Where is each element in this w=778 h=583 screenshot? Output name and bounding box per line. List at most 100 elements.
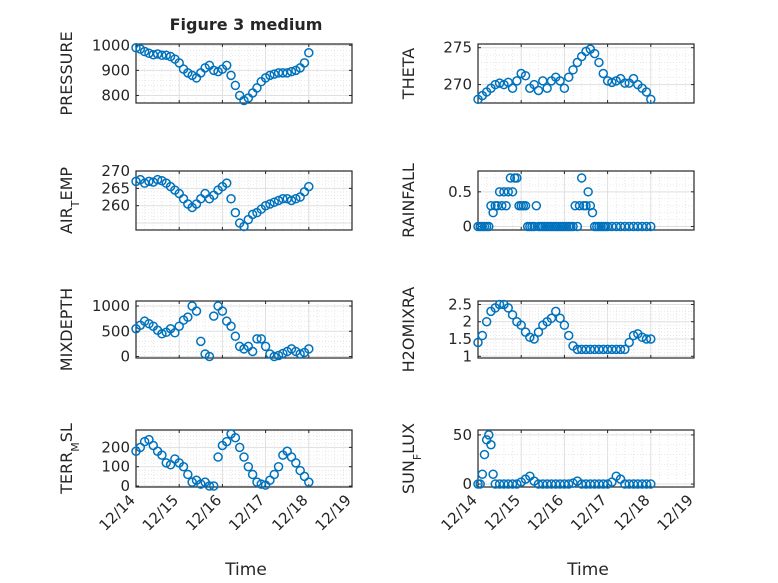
- data-point: [620, 78, 630, 88]
- data-point: [503, 187, 513, 197]
- data-point: [226, 70, 236, 81]
- data-point: [269, 469, 279, 480]
- data-point: [131, 43, 141, 53]
- data-point: [525, 332, 535, 343]
- data-point: [507, 479, 518, 489]
- y-tick-label: 500: [101, 322, 130, 340]
- y-tick-label: 265: [101, 179, 130, 197]
- axes-box: [135, 300, 353, 359]
- data-point: [559, 320, 570, 330]
- data-point: [581, 200, 591, 211]
- data-point: [209, 311, 219, 321]
- y-tick-label: 260: [101, 197, 130, 215]
- data-point: [572, 221, 583, 232]
- data-point: [152, 174, 163, 185]
- data-point: [234, 442, 245, 453]
- data-point: [637, 332, 647, 343]
- data-point: [174, 58, 184, 68]
- data-point: [563, 330, 574, 341]
- data-point: [139, 46, 150, 57]
- data-point: [196, 479, 206, 489]
- data-point: [265, 199, 275, 209]
- data-point: [512, 479, 522, 489]
- data-point: [304, 344, 314, 354]
- data-point: [512, 173, 522, 183]
- data-point: [191, 306, 202, 316]
- y-tick-label: 1000: [92, 36, 130, 54]
- data-point: [559, 83, 570, 93]
- data-point: [641, 334, 652, 344]
- data-point: [226, 194, 236, 204]
- data-point: [291, 194, 301, 204]
- data-point: [555, 313, 565, 324]
- x-tick-label: 12/16: [182, 491, 225, 534]
- axes-box: [477, 300, 695, 359]
- plot-area: [478, 44, 694, 103]
- data-point: [265, 70, 275, 81]
- data-point: [230, 207, 241, 218]
- data-point: [497, 200, 507, 211]
- data-point: [568, 65, 578, 75]
- data-point: [247, 209, 258, 220]
- data-point: [568, 221, 578, 232]
- data-point: [247, 469, 258, 480]
- data-point: [157, 450, 167, 460]
- data-point: [278, 194, 288, 204]
- data-point: [273, 195, 284, 206]
- data-point: [507, 310, 518, 320]
- data-point: [170, 328, 180, 338]
- y-axis-label: MIXDEPTH: [57, 288, 76, 371]
- data-point: [598, 479, 609, 489]
- data-point: [131, 176, 141, 187]
- data-point: [641, 479, 652, 489]
- data-point: [252, 477, 262, 487]
- y-tick-label: 2.5: [448, 295, 472, 313]
- data-point: [563, 72, 574, 82]
- y-tick-label: 200: [101, 438, 130, 456]
- data-point: [473, 337, 483, 348]
- data-point: [304, 181, 314, 192]
- data-point: [204, 481, 215, 491]
- data-point: [157, 329, 167, 339]
- axes-box: [135, 429, 353, 488]
- x-tick-label: 12/14: [438, 491, 481, 534]
- y-axis-label: TERRMSL: [57, 423, 82, 495]
- axes-box: [135, 43, 353, 104]
- data-point: [304, 48, 314, 58]
- x-tick-label: 12/17: [225, 491, 268, 534]
- data-point: [516, 320, 526, 330]
- x-axis-label-right: Time: [566, 560, 609, 580]
- data-point: [542, 83, 552, 93]
- data-point: [209, 481, 219, 491]
- data-point: [144, 176, 154, 187]
- data-point: [304, 477, 314, 487]
- y-axis-label: SUNFLUX: [399, 423, 424, 494]
- y-tick-label: 800: [101, 86, 130, 104]
- data-point: [291, 458, 301, 468]
- data-point: [278, 348, 288, 359]
- y-tick-label: 50: [453, 426, 472, 444]
- data-point: [501, 200, 511, 211]
- x-tick-label: 12/17: [567, 491, 610, 534]
- data-point: [209, 65, 219, 76]
- data-point: [512, 76, 522, 86]
- data-point: [221, 436, 232, 447]
- y-tick-label: 1.5: [448, 330, 472, 348]
- data-point: [139, 436, 150, 447]
- data-point: [299, 58, 310, 68]
- data-point: [183, 312, 193, 322]
- data-point: [602, 479, 613, 489]
- data-point: [574, 200, 585, 211]
- y-tick-label: 0: [462, 475, 472, 493]
- data-point: [286, 195, 297, 206]
- data-point: [230, 80, 241, 91]
- data-point: [587, 207, 598, 218]
- data-point: [488, 469, 498, 479]
- x-tick-label: 12/16: [524, 491, 567, 534]
- data-point: [252, 83, 262, 93]
- data-point: [269, 69, 279, 79]
- data-point: [239, 221, 249, 232]
- y-tick-label: 1: [462, 347, 472, 365]
